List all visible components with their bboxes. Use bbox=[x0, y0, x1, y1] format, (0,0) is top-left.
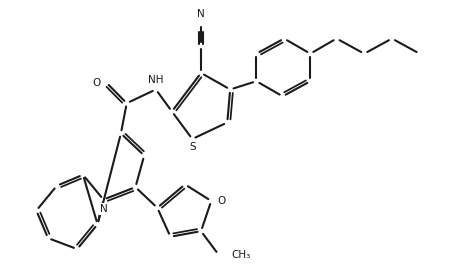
Text: CH₃: CH₃ bbox=[231, 250, 250, 260]
Text: S: S bbox=[188, 142, 195, 152]
Text: O: O bbox=[92, 78, 100, 88]
Text: N: N bbox=[197, 9, 204, 19]
Text: NH: NH bbox=[148, 75, 163, 85]
Text: N: N bbox=[99, 204, 107, 214]
Text: O: O bbox=[217, 196, 225, 206]
